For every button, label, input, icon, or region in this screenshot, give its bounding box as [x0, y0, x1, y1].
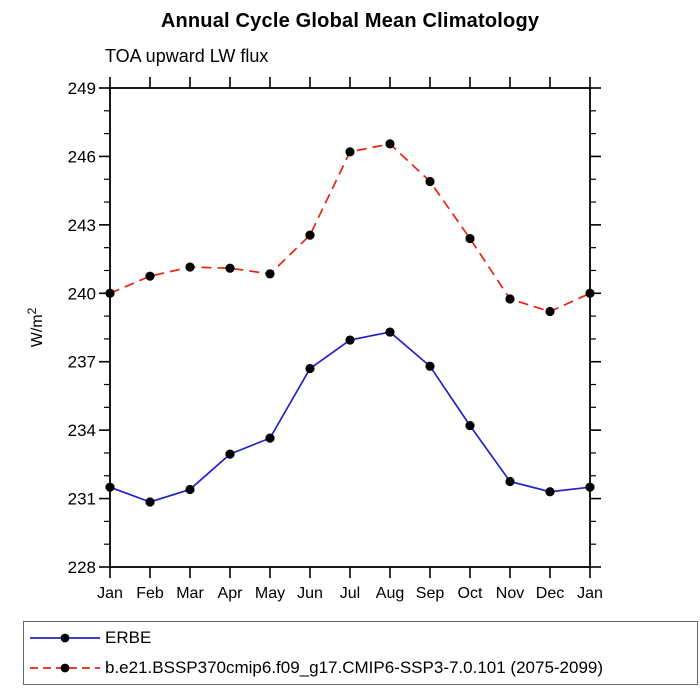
data-point-marker	[425, 361, 435, 371]
series-erbe	[105, 327, 595, 507]
plot-frame	[109, 87, 591, 568]
data-point-marker	[105, 482, 115, 492]
data-point-marker	[145, 497, 155, 507]
data-point-marker	[545, 487, 555, 497]
data-point-marker	[345, 335, 355, 345]
y-tick-label: 246	[68, 147, 96, 166]
data-point-marker	[345, 147, 355, 157]
data-point-marker	[585, 288, 595, 298]
axis-ticks: 228 231 234 237 240 243 246 249 Jan Feb Mar Apr May J…	[68, 77, 603, 602]
legend-label-model: b.e21.BSSP370cmip6.f09_g17.CMIP6-SSP3-7.…	[105, 658, 604, 677]
x-tick-label: Nov	[496, 585, 524, 602]
y-tick-label: 234	[68, 421, 96, 440]
y-tick-label: 249	[68, 79, 96, 98]
x-tick-label: Jul	[340, 585, 360, 602]
data-point-marker	[225, 263, 235, 273]
data-point-marker	[385, 139, 395, 149]
x-tick-label: Sep	[416, 585, 445, 602]
x-tick-label: Apr	[218, 585, 244, 602]
data-point-marker	[545, 306, 555, 317]
y-tick-label: 228	[68, 558, 96, 577]
legend-line-sample-model	[30, 663, 100, 673]
data-point-marker	[265, 269, 275, 279]
data-point-marker	[465, 420, 475, 431]
legend: ERBE b.e21.BSSP370cmip6.f09_g17.CMIP6-SS…	[23, 621, 698, 685]
x-tick-label: Jan	[97, 585, 123, 602]
x-tick-label: Dec	[536, 585, 564, 602]
data-point-marker	[185, 484, 195, 495]
y-axis-label: W/m2	[25, 307, 46, 347]
chart-subtitle: TOA upward LW flux	[105, 46, 269, 66]
legend-label-erbe: ERBE	[105, 628, 152, 647]
data-point-marker	[425, 176, 435, 187]
chart-title: Annual Cycle Global Mean Climatology	[160, 10, 540, 32]
data-point-marker	[105, 288, 115, 298]
data-point-marker	[305, 230, 315, 240]
y-tick-label: 240	[68, 284, 96, 303]
y-tick-label: 243	[68, 216, 96, 235]
x-tick-label: Jan	[577, 585, 603, 602]
data-point-marker	[505, 294, 515, 304]
x-tick-label: Jun	[297, 585, 323, 602]
y-tick-label: 237	[68, 353, 96, 372]
data-point-marker	[305, 363, 315, 374]
data-point-marker	[385, 327, 395, 337]
legend-item-erbe: ERBE	[27, 625, 697, 651]
series-model	[105, 139, 595, 317]
data-point-marker	[185, 262, 195, 272]
data-point-marker	[145, 271, 155, 281]
x-tick-label: Mar	[176, 585, 204, 602]
data-point-marker	[465, 233, 475, 244]
legend-item-model: b.e21.BSSP370cmip6.f09_g17.CMIP6-SSP3-7.…	[27, 655, 697, 681]
y-tick-label: 231	[68, 490, 96, 509]
x-tick-label: Aug	[376, 585, 404, 602]
data-point-marker	[225, 449, 235, 459]
data-point-marker	[265, 433, 275, 443]
x-tick-label: Oct	[458, 585, 483, 602]
plot-area: 228 231 234 237 240 243 246 249 Jan Feb Mar Apr May J…	[25, 77, 603, 602]
data-point-marker	[585, 482, 595, 492]
legend-line-sample-erbe	[30, 633, 100, 643]
data-point-marker	[505, 476, 515, 487]
x-tick-label: Feb	[136, 585, 164, 602]
x-tick-label: May	[255, 585, 285, 602]
